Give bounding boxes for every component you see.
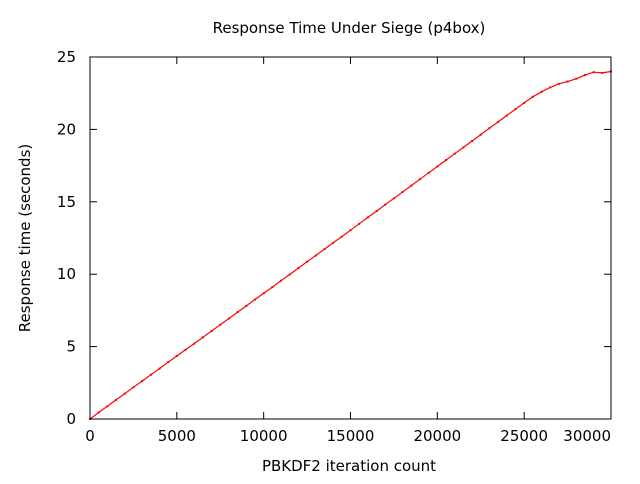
data-point [453,152,456,155]
data-point [366,216,369,219]
data-point [97,411,100,414]
data-point [280,279,282,282]
data-point [306,260,309,263]
data-point [410,184,413,187]
data-point [514,108,517,111]
data-point [436,165,439,168]
data-point [505,114,508,117]
data-point [158,367,161,370]
data-point [531,95,534,98]
data-point [471,140,474,142]
data-point [462,146,465,149]
x-tick-label: 25000 [500,427,548,445]
data-point [497,120,500,123]
data-point [575,77,578,80]
data-point [149,373,152,376]
data-point [392,197,395,200]
data-point [479,133,482,136]
data-point [123,392,126,395]
y-tick-label: 15 [57,193,76,211]
data-point [488,127,491,130]
data-point [219,323,222,326]
data-point [175,355,178,357]
y-tick-label: 5 [66,338,76,356]
x-tick-label: 5000 [158,427,196,445]
data-point [549,86,552,89]
y-tick-label: 0 [66,410,76,428]
data-point [132,386,135,389]
data-point [584,74,586,77]
chart-title: Response Time Under Siege (p4box) [213,19,486,37]
data-point [245,304,248,307]
data-point [141,380,144,383]
data-point [523,101,526,104]
y-tick-label: 20 [57,120,76,138]
x-tick-label: 10000 [240,427,288,445]
data-points [89,70,612,420]
y-axis-label: Response time (seconds) [16,144,34,332]
data-point [210,330,213,332]
data-point [271,286,274,289]
data-point [167,361,170,364]
data-point [601,71,604,74]
data-point [193,342,196,345]
data-point [254,298,256,301]
data-point [566,80,569,83]
data-point [314,254,317,257]
data-point [384,203,387,206]
data-point [227,317,230,320]
data-point [115,398,117,401]
x-tick-label: 15000 [327,427,375,445]
data-point [445,159,447,162]
data-point [323,248,326,251]
data-point [540,90,543,93]
data-point [184,348,187,351]
data-point [419,178,421,181]
x-tick-label: 30000 [563,427,611,445]
x-tick-label: 20000 [413,427,461,445]
series-trace [89,70,612,420]
data-point [375,210,378,213]
x-axis-label: PBKDF2 iteration count [262,457,436,475]
data-point [592,71,595,74]
y-tick-label: 25 [57,48,76,66]
data-point [401,191,404,193]
plot-frame [89,56,612,420]
data-point [236,311,239,314]
data-point [358,222,361,225]
data-point [427,171,430,174]
data-point [262,292,265,295]
data-point [557,82,560,85]
x-tick-label: 0 [85,427,95,445]
y-tick-label: 10 [57,265,76,283]
data-point [349,229,352,232]
data-point [332,241,335,244]
data-point [288,273,291,276]
data-point [297,267,300,270]
data-point [201,336,204,339]
axis-ticks: 0 5000 10000 15000 20000 25000 30000 0 5 10 15 20 25 [57,48,612,445]
data-point [106,405,109,408]
data-point [340,235,343,238]
